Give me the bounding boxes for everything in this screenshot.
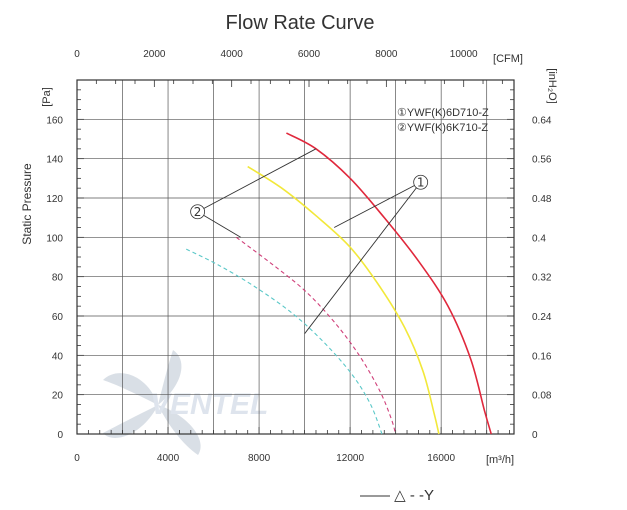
y-right-tick-label: 0.4 bbox=[532, 233, 546, 244]
callout-label-1: 1 bbox=[417, 175, 425, 189]
footer-legend: —— △ - -Y bbox=[360, 487, 434, 504]
ventel-watermark-logo: VENTEL bbox=[103, 350, 268, 455]
x-top-tick-label: 8000 bbox=[375, 49, 398, 60]
y-left-tick-label: 0 bbox=[57, 430, 63, 441]
y-right-tick-label: 0.08 bbox=[532, 391, 552, 402]
callout-leader-2 bbox=[197, 148, 317, 213]
legend-entry-1: ①YWF(K)6D710-Z bbox=[397, 107, 489, 119]
x-bottom-tick-label: 16000 bbox=[427, 453, 455, 464]
y-right-tick-label: 0.64 bbox=[532, 115, 552, 126]
y-left-tick-label: 160 bbox=[46, 115, 63, 126]
y-left-tick-label: 80 bbox=[52, 273, 64, 284]
y-axis-label: Static Pressure bbox=[20, 163, 34, 245]
y-right-tick-label: 0.48 bbox=[532, 194, 552, 205]
legend-entry-2: ②YWF(K)6K710-Z bbox=[397, 122, 488, 134]
callout-leader-1 bbox=[333, 181, 421, 228]
y-left-tick-label: 100 bbox=[46, 233, 63, 244]
y-right-tick-label: 0.32 bbox=[532, 273, 552, 284]
x-top-tick-label: 6000 bbox=[298, 49, 321, 60]
callout-leader-2 bbox=[197, 211, 242, 238]
x-top-tick-label: 4000 bbox=[221, 49, 244, 60]
series-line-4 bbox=[186, 248, 383, 435]
x-top-tick-label: 0 bbox=[74, 49, 80, 60]
series-line-1 bbox=[286, 132, 493, 435]
x-bottom-tick-label: 8000 bbox=[248, 453, 271, 464]
x-bottom-tick-label: 0 bbox=[74, 453, 80, 464]
y-left-tick-label: 120 bbox=[46, 194, 63, 205]
callout-circle-1 bbox=[413, 174, 429, 190]
y-right-tick-label: 0.24 bbox=[532, 312, 552, 323]
axis-ticks bbox=[76, 79, 514, 435]
x-top-tick-label: 10000 bbox=[450, 49, 478, 60]
series-line-2 bbox=[247, 165, 440, 435]
x-top-unit: [CFM] bbox=[493, 53, 523, 65]
y-right-tick-label: 0.56 bbox=[532, 155, 552, 166]
legend: ①YWF(K)6D710-Z ②YWF(K)6K710-Z bbox=[397, 107, 489, 134]
y-left-tick-label: 60 bbox=[52, 312, 64, 323]
y-left-tick-label: 40 bbox=[52, 351, 64, 362]
y-right-tick-label: 0.16 bbox=[532, 351, 552, 362]
y-left-tick-label: 140 bbox=[46, 155, 63, 166]
y-left-tick-label: 20 bbox=[52, 391, 64, 402]
callout-label-2: 2 bbox=[194, 205, 202, 219]
x-bottom-unit: [m³/h] bbox=[486, 454, 514, 466]
x-bottom-tick-label: 4000 bbox=[157, 453, 180, 464]
y-left-unit: [Pa] bbox=[41, 87, 53, 107]
series-group bbox=[186, 132, 493, 435]
watermark-text: VENTEL bbox=[150, 388, 268, 421]
callout-leader-1 bbox=[304, 181, 422, 334]
chart-title: Flow Rate Curve bbox=[226, 12, 375, 34]
series-line-3 bbox=[235, 236, 397, 435]
callout-circle-2 bbox=[190, 204, 206, 220]
x-top-tick-label: 2000 bbox=[143, 49, 166, 60]
y-right-unit: [inH₂O] bbox=[546, 68, 558, 103]
x-bottom-tick-label: 12000 bbox=[336, 453, 364, 464]
callouts: 12 bbox=[190, 148, 429, 334]
y-right-tick-label: 0 bbox=[532, 430, 538, 441]
